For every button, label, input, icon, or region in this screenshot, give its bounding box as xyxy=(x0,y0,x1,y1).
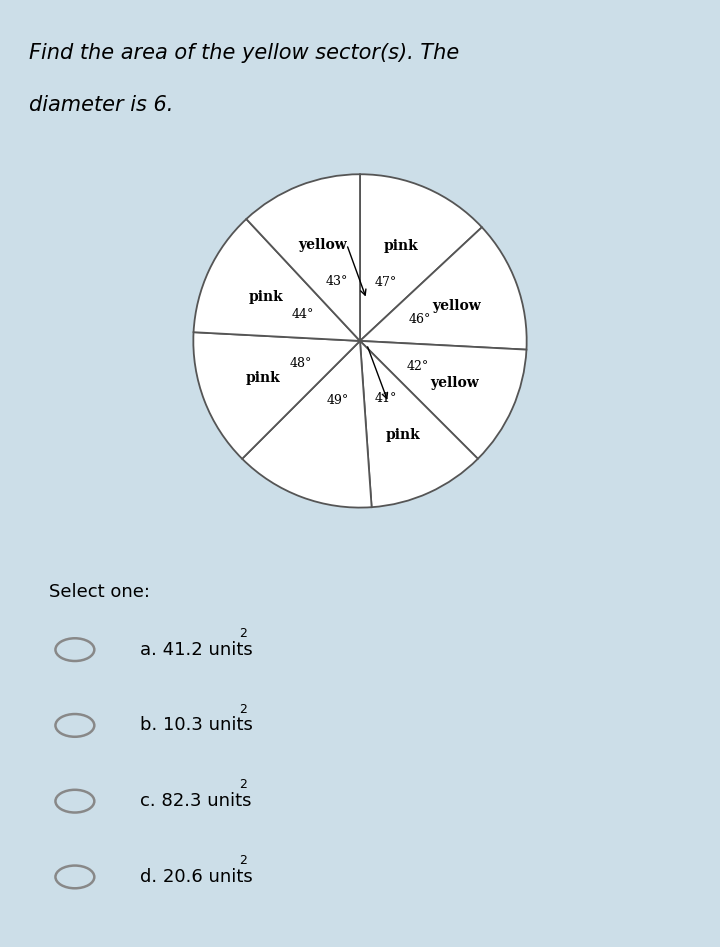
Text: 42°: 42° xyxy=(407,360,429,373)
Wedge shape xyxy=(194,332,360,458)
Text: pink: pink xyxy=(384,240,418,253)
Text: 49°: 49° xyxy=(327,394,349,407)
Text: b. 10.3 units: b. 10.3 units xyxy=(140,716,253,735)
Text: pink: pink xyxy=(246,371,281,384)
Text: a. 41.2 units: a. 41.2 units xyxy=(140,640,253,659)
Text: 41°: 41° xyxy=(375,392,397,405)
Text: yellow: yellow xyxy=(433,298,482,313)
Wedge shape xyxy=(242,341,372,508)
Wedge shape xyxy=(360,341,526,458)
Text: d. 20.6 units: d. 20.6 units xyxy=(140,867,253,886)
Text: 2: 2 xyxy=(239,627,247,640)
Wedge shape xyxy=(360,174,482,341)
Text: 2: 2 xyxy=(239,703,247,716)
Wedge shape xyxy=(360,341,478,508)
Text: 2: 2 xyxy=(239,854,247,867)
Text: 47°: 47° xyxy=(374,277,397,290)
Text: Select one:: Select one: xyxy=(49,583,150,601)
Text: pink: pink xyxy=(249,290,284,304)
Text: 43°: 43° xyxy=(325,276,348,289)
Text: yellow: yellow xyxy=(298,238,346,252)
Text: pink: pink xyxy=(385,428,420,442)
Text: diameter is 6.: diameter is 6. xyxy=(29,95,174,115)
Text: Find the area of the yellow sector(s). The: Find the area of the yellow sector(s). T… xyxy=(29,43,459,63)
Text: c. 82.3 units: c. 82.3 units xyxy=(140,792,251,811)
Wedge shape xyxy=(194,219,360,341)
Text: 2: 2 xyxy=(239,778,247,792)
Text: yellow: yellow xyxy=(430,376,479,390)
Text: 46°: 46° xyxy=(408,313,431,326)
Text: 44°: 44° xyxy=(292,308,314,321)
Text: 48°: 48° xyxy=(289,357,312,370)
Wedge shape xyxy=(246,174,360,341)
Wedge shape xyxy=(360,227,526,349)
